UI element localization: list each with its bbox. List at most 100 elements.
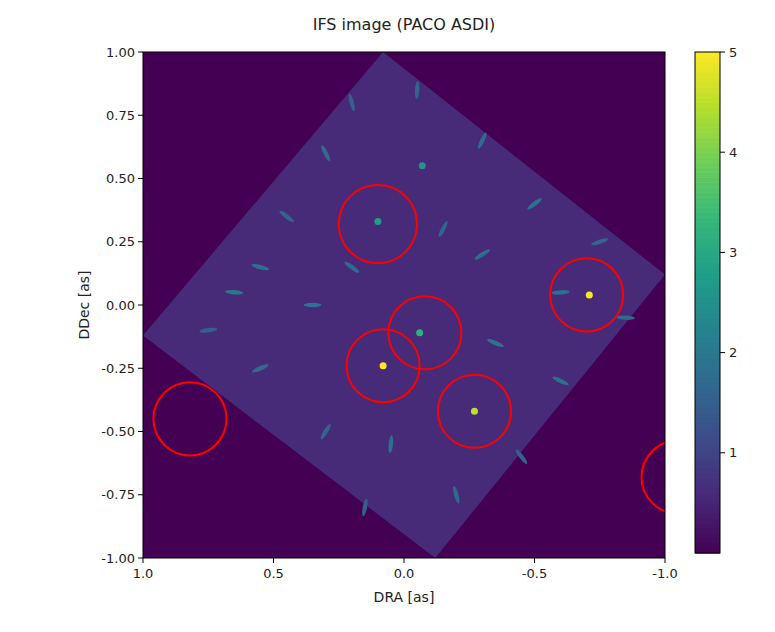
x-axis-title: DRA [as] [374,589,435,605]
colorbar-step [695,408,720,414]
colorbar-step [695,473,720,479]
colorbar-step [695,318,720,324]
source [419,162,426,169]
colorbar-frame [695,52,720,553]
speckle [452,486,461,505]
source [416,329,423,336]
colorbar-step [695,97,720,103]
marker-circle [438,375,511,448]
colorbar-step [695,383,720,389]
source [471,408,478,415]
speckle [225,289,243,295]
y-tick [138,431,143,432]
colorbar-step [695,508,720,514]
colorbar-step [695,277,720,283]
y-tick-label: -1.00 [101,551,135,566]
speckle [343,260,360,274]
colorbar-step [695,82,720,88]
colorbar-step [695,182,720,188]
colorbar-step [695,423,720,429]
colorbar-step [695,343,720,349]
colorbar-tick [720,252,725,253]
speckle [551,289,569,295]
speckle [414,81,419,99]
colorbar-step [695,287,720,293]
marker-circle [339,185,417,263]
colorbar-step [695,333,720,339]
colorbar-step [695,518,720,524]
colorbar-step [695,72,720,78]
colorbar-tick [720,52,725,53]
speckle [590,237,608,247]
marker-circle [153,382,226,455]
speckle [199,327,217,334]
y-tick-label: -0.50 [101,424,135,439]
y-tick [138,558,143,559]
colorbar-step [695,398,720,404]
colorbar-tick [720,152,725,153]
speckle [361,498,369,517]
colorbar-step [695,147,720,153]
colorbar-step [695,353,720,359]
y-tick [138,368,143,369]
colorbar-step [695,538,720,544]
colorbar-step [695,112,720,118]
colorbar-step [695,62,720,68]
colorbar-step [695,207,720,213]
colorbar-step [695,262,720,268]
speckle [319,423,332,441]
y-tick-label: 0.75 [106,108,135,123]
colorbar-step [695,348,720,354]
colorbar-step [695,453,720,459]
speckle [304,303,322,307]
colorbar-step [695,292,720,298]
colorbar-step [695,212,720,218]
colorbar-step [695,528,720,534]
speckle [474,248,492,261]
colorbar-step [695,443,720,449]
colorbar-step [695,323,720,329]
marker-circle [347,329,420,402]
colorbar-step [695,167,720,173]
field-of-view [143,52,665,558]
y-tick [138,494,143,495]
colorbar-tick-label: 5 [729,45,737,60]
y-axis-title: DDec [as] [76,270,92,339]
colorbar-step [695,117,720,123]
colorbar-step [695,242,720,248]
colorbar-step [695,468,720,474]
marker-circle [642,441,665,514]
x-tick [534,558,535,563]
colorbar-step [695,237,720,243]
colorbar-step [695,543,720,549]
colorbar-tick-label: 2 [729,345,737,360]
colorbar-step [695,503,720,509]
colorbar-step [695,122,720,128]
colorbar-step [695,358,720,364]
colorbar-step [695,378,720,384]
colorbar-step [695,137,720,143]
colorbar-step [695,483,720,489]
colorbar-tick [720,452,725,453]
y-tick-label: 1.00 [106,45,135,60]
colorbar-step [695,448,720,454]
y-tick-label: -0.25 [101,361,135,376]
x-tick-label: 1.0 [133,566,154,581]
speckle [526,197,543,212]
colorbar-step [695,313,720,319]
speckle [476,132,488,150]
source [374,218,381,225]
colorbar-step [695,523,720,529]
colorbar-step [695,363,720,369]
speckle [552,375,570,387]
colorbar-step [695,458,720,464]
colorbar-step [695,92,720,98]
y-tick-label: -0.75 [101,487,135,502]
colorbar-tick [720,352,725,353]
x-tick [273,558,274,563]
speckle [278,209,295,223]
colorbar-step [695,403,720,409]
y-tick-label: 0.50 [106,171,135,186]
title: IFS image (PACO ASDI) [313,15,496,34]
colorbar-step [695,192,720,198]
